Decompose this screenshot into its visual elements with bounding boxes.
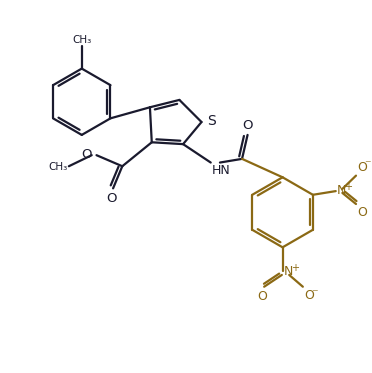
Text: O: O — [304, 289, 314, 301]
Text: ⁻: ⁻ — [311, 287, 318, 300]
Text: O: O — [81, 148, 92, 161]
Text: CH₃: CH₃ — [72, 35, 92, 45]
Text: ⁻: ⁻ — [364, 158, 371, 171]
Text: +: + — [344, 182, 352, 192]
Text: +: + — [291, 263, 299, 273]
Text: O: O — [257, 290, 267, 303]
Text: O: O — [357, 206, 367, 219]
Text: HN: HN — [211, 164, 230, 178]
Text: O: O — [357, 161, 367, 174]
Text: N: N — [284, 266, 293, 279]
Text: N: N — [337, 184, 346, 197]
Text: O: O — [107, 192, 117, 205]
Text: O: O — [242, 119, 253, 132]
Text: S: S — [207, 114, 216, 128]
Text: CH₃: CH₃ — [48, 162, 68, 172]
